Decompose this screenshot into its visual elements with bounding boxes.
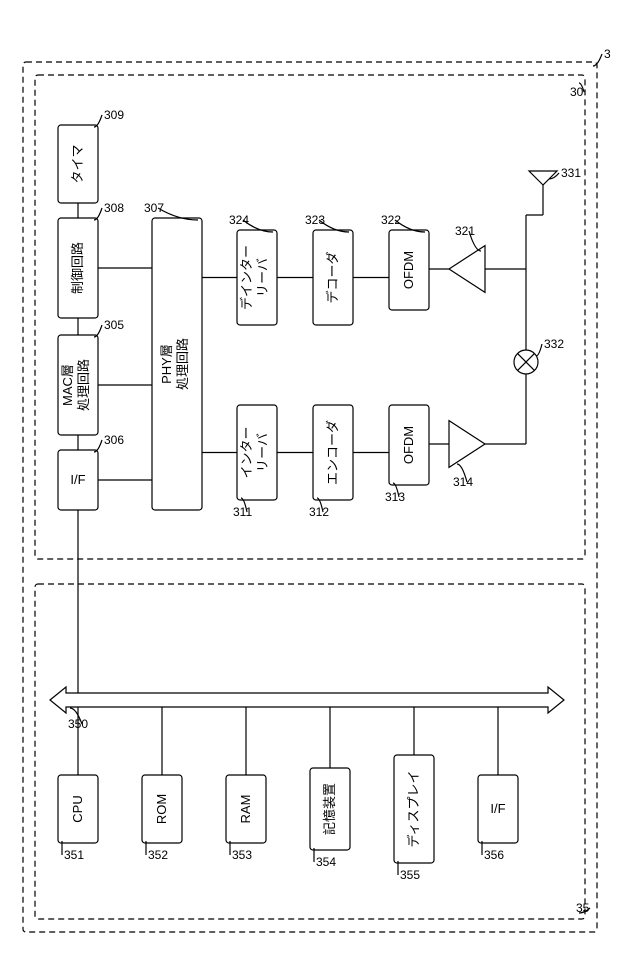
- svg-text:タイマ: タイマ: [70, 144, 85, 183]
- ref-356: 356: [484, 848, 504, 862]
- svg-text:RAM: RAM: [238, 795, 253, 824]
- ref-308: 308: [104, 201, 124, 215]
- ref-30: 30: [570, 85, 584, 99]
- ref-3: 3: [604, 47, 611, 61]
- svg-text:制御回路: 制御回路: [70, 242, 85, 294]
- ref-321: 321: [455, 224, 475, 238]
- svg-text:OFDM: OFDM: [401, 251, 416, 289]
- svg-text:処理回路: 処理回路: [175, 338, 190, 390]
- svg-text:インター: インター: [239, 426, 254, 478]
- svg-text:デコーダ: デコーダ: [325, 251, 340, 303]
- amp_tx: [449, 421, 485, 468]
- svg-text:MAC層: MAC層: [60, 364, 75, 406]
- svg-text:リーバ: リーバ: [255, 433, 270, 472]
- svg-text:OFDM: OFDM: [401, 426, 416, 464]
- ref-313: 313: [385, 490, 405, 504]
- lower-group: [35, 584, 585, 919]
- ref-312: 312: [309, 505, 329, 519]
- svg-text:PHY層: PHY層: [159, 344, 174, 384]
- amp_rx: [449, 246, 485, 293]
- ref-322: 322: [381, 213, 401, 227]
- ref-323: 323: [305, 213, 325, 227]
- ref-354: 354: [316, 855, 336, 869]
- ref-324: 324: [229, 213, 249, 227]
- ref-350: 350: [68, 717, 88, 731]
- ref-309: 309: [104, 108, 124, 122]
- ref-305: 305: [104, 318, 124, 332]
- svg-text:処理回路: 処理回路: [76, 359, 91, 411]
- upper-group: [35, 75, 585, 559]
- svg-text:記憶装置: 記憶装置: [322, 783, 337, 835]
- ref-352: 352: [148, 848, 168, 862]
- ref-351: 351: [64, 848, 84, 862]
- ref-311: 311: [233, 505, 252, 519]
- svg-text:ROM: ROM: [154, 794, 169, 824]
- bus: [50, 687, 564, 713]
- ref-355: 355: [400, 868, 420, 882]
- ref-306: 306: [104, 433, 124, 447]
- svg-text:ディスプレイ: ディスプレイ: [406, 770, 421, 847]
- svg-text:CPU: CPU: [70, 795, 85, 822]
- ref-307: 307: [144, 201, 164, 215]
- ref-331: 331: [561, 166, 581, 180]
- svg-text:エンコーダ: エンコーダ: [325, 420, 340, 485]
- ref-353: 353: [232, 848, 252, 862]
- ref-332: 332: [544, 337, 564, 351]
- svg-text:I/F: I/F: [70, 472, 85, 487]
- svg-text:I/F: I/F: [490, 801, 505, 816]
- svg-text:デインター: デインター: [239, 245, 254, 310]
- ref-314: 314: [453, 475, 473, 489]
- svg-text:リーバ: リーバ: [255, 258, 270, 297]
